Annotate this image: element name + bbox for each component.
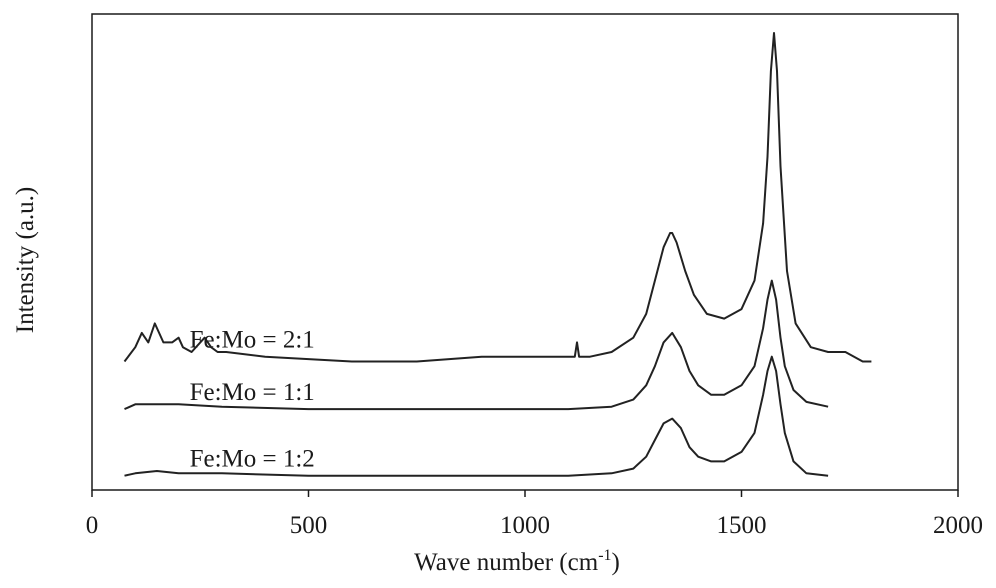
series-labels: Fe:Mo = 2:1 Fe:Mo = 1:1 Fe:Mo = 1:2 [190, 327, 315, 473]
x-axis-tick-labels: 0 500 1000 1500 2000 [86, 512, 983, 539]
x-axis-label: Wave number (cm-1) [414, 547, 620, 576]
series-line-1 [123, 32, 872, 363]
series-label-3: Fe:Mo = 1:2 [190, 446, 315, 473]
x-axis-label-main: Wave number (cm [414, 549, 599, 576]
x-tick-label-0: 0 [86, 512, 99, 539]
series-label-1: Fe:Mo = 2:1 [190, 327, 315, 354]
x-tick-label-1000: 1000 [500, 512, 550, 539]
x-axis-ticks [91, 490, 959, 497]
plot-frame [91, 13, 959, 491]
x-tick-label-2000: 2000 [933, 512, 983, 539]
series-line-2 [124, 279, 829, 411]
series-label-2: Fe:Mo = 1:1 [190, 379, 315, 406]
series-line-3 [124, 355, 829, 477]
x-tick-label-500: 500 [290, 512, 328, 539]
y-axis-label: Intensity (a.u.) [12, 187, 39, 333]
x-axis-label-superscript: -1 [598, 547, 611, 564]
series-lines [123, 32, 872, 477]
x-axis-label-close: ) [612, 549, 620, 576]
x-tick-label-1500: 1500 [717, 512, 767, 539]
